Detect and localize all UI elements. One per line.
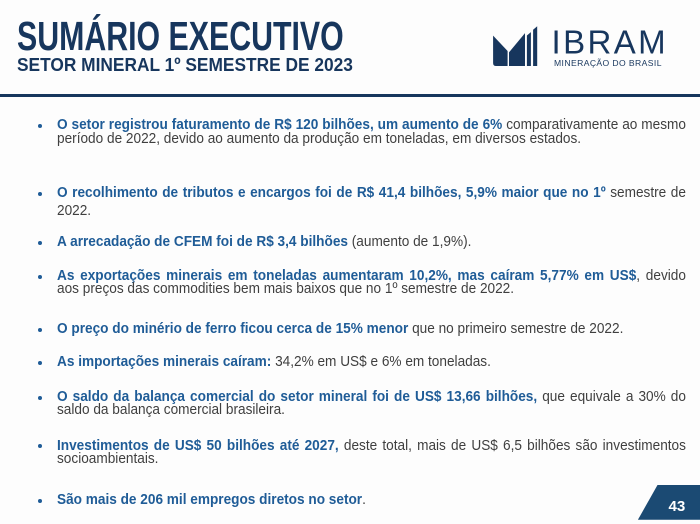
svg-text:IBRAM: IBRAM <box>552 23 669 60</box>
svg-text:MINERAÇÃO DO BRASIL: MINERAÇÃO DO BRASIL <box>554 58 662 68</box>
